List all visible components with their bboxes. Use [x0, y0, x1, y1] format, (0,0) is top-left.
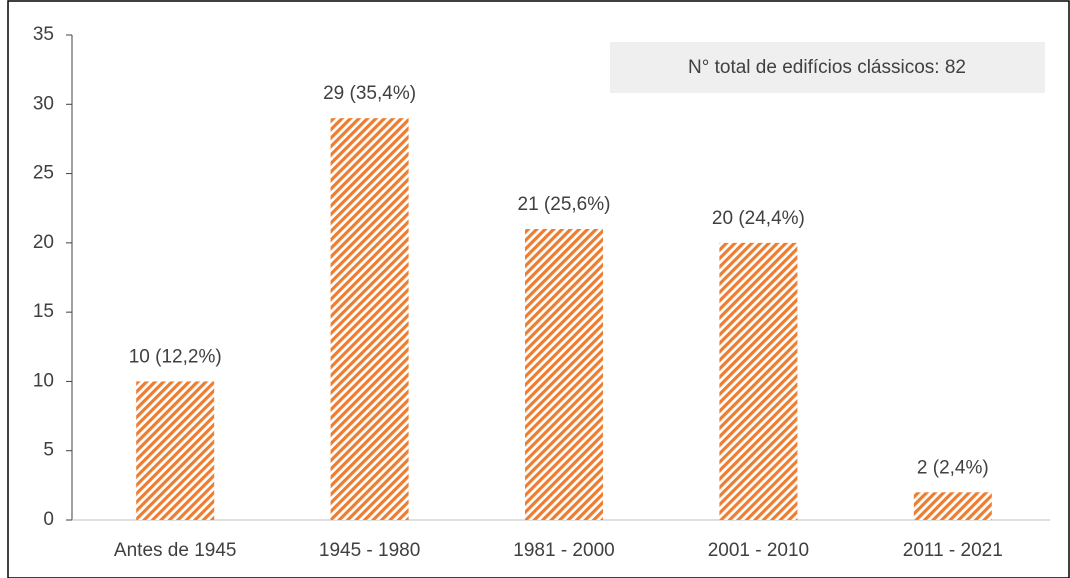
bar: [136, 381, 215, 520]
bar: [913, 492, 992, 520]
x-tick-label: 2011 - 2021: [903, 540, 1003, 561]
bar: [330, 118, 409, 521]
y-tick-label: 10: [33, 370, 54, 391]
y-tick-label: 15: [33, 301, 54, 322]
y-tick-label: 25: [33, 163, 54, 184]
frame: [7, 0, 1070, 578]
y-tick-label: 35: [33, 24, 54, 45]
value-label: 10 (12,2%): [129, 346, 222, 367]
y-tick-label: 30: [33, 93, 54, 114]
value-label: 21 (25,6%): [518, 194, 611, 215]
annotation-box: [610, 42, 1045, 93]
y-tick-label: 0: [43, 509, 54, 530]
value-label: 2 (2,4%): [917, 457, 989, 478]
x-tick-label: Antes de 1945: [114, 540, 237, 561]
x-tick-label: 1945 - 1980: [319, 540, 420, 561]
x-tick-label: 2001 - 2010: [708, 540, 809, 561]
value-label: 20 (24,4%): [712, 208, 805, 229]
y-tick-label: 5: [43, 440, 54, 461]
bar: [525, 229, 603, 520]
x-tick-label: 1981 - 2000: [513, 540, 614, 561]
y-tick-label: 20: [33, 232, 54, 253]
value-label: 29 (35,4%): [323, 83, 416, 104]
bar: [719, 242, 798, 520]
annotation: N° total de edifícios clássicos: 82: [688, 57, 966, 78]
